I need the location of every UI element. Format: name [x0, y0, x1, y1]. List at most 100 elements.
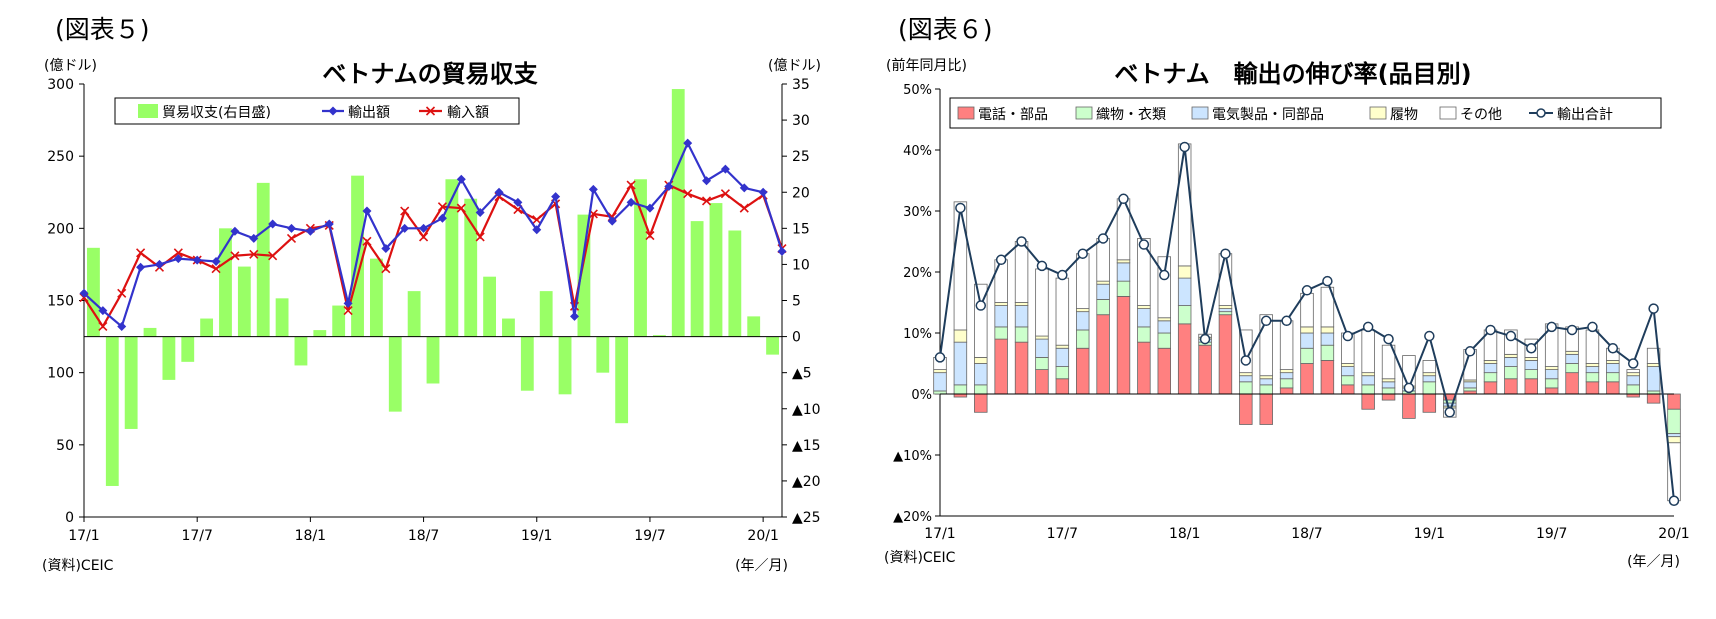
figure-label: (図表６) [898, 15, 993, 44]
footwear-bar-segment [1381, 378, 1396, 383]
footwear-bar-segment [1361, 372, 1375, 377]
textiles-bar-segment [1218, 311, 1233, 316]
exports-point [419, 223, 429, 233]
imports-point [268, 251, 278, 261]
textiles-bar-segment [1076, 329, 1090, 349]
textiles-bar-segment [1483, 372, 1498, 383]
right-tick-label: 20 [792, 185, 810, 201]
imports-point [343, 306, 353, 316]
balance-bar [690, 221, 704, 337]
legend-label-exports: 輸出額 [348, 105, 390, 121]
legend-marker-exports [328, 106, 338, 116]
x-tick-label: 20/1 [747, 528, 778, 544]
legend-label-electronics: 電気製品・同部品 [1212, 107, 1324, 123]
electronics-bar-segment [1300, 332, 1314, 349]
x-tick-label: 17/1 [924, 526, 955, 542]
exports-point [287, 223, 297, 233]
textiles-bar-segment [1055, 366, 1070, 380]
balance-bar [313, 330, 327, 337]
others-bar-segment [1402, 355, 1416, 387]
total-point [1485, 324, 1496, 336]
phones-bar-segment [1320, 360, 1335, 395]
textiles-bar-segment [1667, 408, 1681, 435]
imports-point [475, 232, 485, 242]
y-tick-label: 50% [903, 83, 932, 98]
footwear-bar-segment [1177, 265, 1192, 279]
electronics-bar-segment [1483, 363, 1498, 374]
textiles-bar-segment [994, 326, 1008, 340]
x-tick-label: 18/7 [1291, 526, 1322, 542]
exports-point [79, 288, 89, 298]
imports-point [249, 249, 259, 259]
exports-point [173, 254, 183, 264]
x-tick-label: 19/1 [1414, 526, 1445, 542]
phones-bar-segment [1483, 381, 1498, 395]
phones-bar-segment [1361, 393, 1375, 410]
phones-bar-segment [1198, 344, 1212, 395]
electronics-bar-segment [1606, 363, 1620, 374]
figure-label: (図表５) [55, 15, 150, 44]
phones-bar-segment [1524, 378, 1538, 395]
balance-bar [464, 198, 478, 337]
others-bar-segment [1137, 238, 1151, 306]
total-point [1627, 358, 1639, 369]
total-point [955, 202, 966, 214]
electronics-bar-segment [1259, 378, 1273, 386]
right-axis-unit: (億ドル) [768, 58, 821, 74]
electronics-bar-segment [1157, 320, 1171, 334]
balance-bar [615, 336, 629, 424]
legend-swatch-phones [957, 106, 975, 120]
electronics-bar-segment [1035, 338, 1049, 358]
exports-point [362, 206, 372, 216]
exports-point [777, 246, 787, 256]
electronics-bar-segment [1667, 433, 1681, 438]
exports-point [324, 219, 334, 229]
phones-bar-segment [1402, 393, 1416, 419]
balance-bar [520, 336, 534, 391]
phones-bar-segment [1218, 314, 1233, 395]
exports-point [211, 257, 221, 267]
footwear-bar-segment [1483, 360, 1498, 364]
footwear-bar-segment [1096, 280, 1110, 285]
others-bar-segment [1381, 344, 1396, 380]
others-bar-segment [1055, 277, 1070, 346]
total-point [1587, 321, 1598, 333]
exports-point [305, 226, 315, 236]
legend-label-balance: 貿易収支(右目盛) [162, 105, 271, 121]
footwear-bar-segment [933, 369, 947, 374]
y-tick-label: 30% [903, 205, 932, 220]
imports-point [683, 189, 693, 199]
total-point [1444, 407, 1455, 418]
total-point [1505, 330, 1517, 342]
phones-bar-segment [1035, 369, 1049, 395]
legend-label-imports: 輸入額 [447, 105, 489, 121]
phones-bar-segment [1341, 384, 1355, 395]
total-point [1607, 343, 1619, 354]
left-tick-label: 200 [47, 221, 74, 237]
footwear-bar-segment [1055, 344, 1070, 349]
y-tick-label: 0% [911, 388, 932, 403]
total-point [1526, 343, 1537, 354]
x-axis-unit: (年／月) [1627, 554, 1680, 570]
balance-bar [388, 336, 402, 412]
footwear-bar-segment [1137, 305, 1151, 309]
exports-point [249, 233, 259, 243]
exports-point [400, 223, 410, 233]
electronics-bar-segment [994, 305, 1008, 328]
others-bar-segment [1422, 360, 1437, 374]
imports-point [173, 248, 183, 258]
phones-bar-segment [1055, 378, 1070, 395]
total-point [1240, 355, 1252, 366]
total-point [1138, 239, 1150, 250]
exports-point [702, 176, 712, 186]
total-point [1464, 346, 1476, 357]
balance-bar [256, 182, 270, 337]
footwear-bar-segment [1076, 308, 1090, 313]
chart-title: ベトナム 輸出の伸び率(品目別) [1114, 60, 1471, 88]
footwear-bar-segment [1504, 353, 1518, 358]
phones-bar-segment [1076, 347, 1090, 395]
total-point [1383, 333, 1394, 345]
left-tick-label: 300 [47, 77, 74, 93]
total-point [1546, 321, 1557, 333]
left-tick-label: 100 [47, 366, 74, 382]
